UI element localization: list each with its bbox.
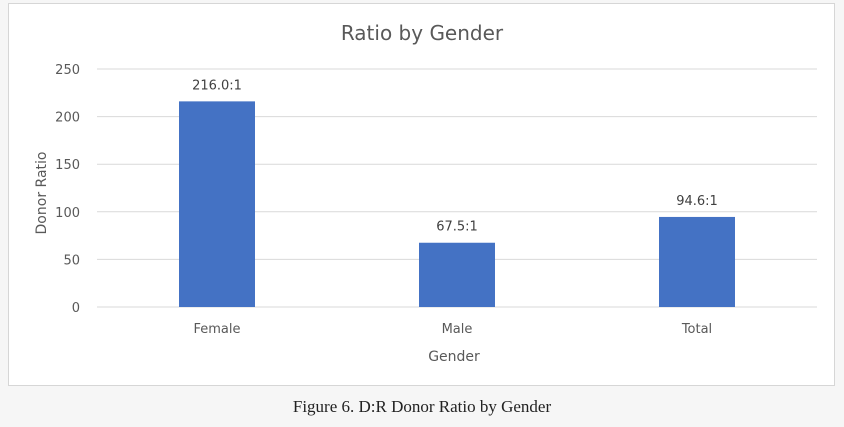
y-axis-ticks: 0 50 100 150 200 250: [55, 63, 80, 316]
y-tick-label: 0: [72, 301, 80, 316]
x-tick-label-male: Male: [442, 322, 473, 337]
data-label-female: 216.0:1: [192, 78, 242, 93]
bar-total: [659, 216, 735, 307]
y-axis-title: Donor Ratio: [34, 152, 50, 235]
chart-frame: Ratio by Gender 0 50 100 150 200 250 216.0:1 6…: [8, 3, 835, 386]
figure-caption: Figure 6. D:R Donor Ratio by Gender: [292, 397, 552, 416]
y-tick-label: 250: [55, 63, 80, 78]
bar-male: [419, 242, 495, 307]
y-tick-label: 50: [63, 253, 80, 268]
y-tick-label: 150: [55, 158, 80, 173]
x-axis-ticks: Female Male Total: [193, 322, 712, 337]
chart-title: Ratio by Gender: [341, 21, 504, 45]
bar-chart: Ratio by Gender 0 50 100 150 200 250 216.0:1 6…: [34, 21, 817, 365]
y-tick-label: 200: [55, 111, 80, 126]
x-tick-label-female: Female: [193, 322, 240, 337]
data-labels: 216.0:1 67.5:1 94.6:1: [192, 78, 718, 234]
data-label-male: 67.5:1: [436, 220, 478, 235]
x-axis-title: Gender: [428, 349, 480, 365]
bars: [179, 101, 735, 307]
bar-female: [179, 101, 255, 307]
y-tick-label: 100: [55, 206, 80, 221]
data-label-total: 94.6:1: [676, 194, 718, 209]
x-tick-label-total: Total: [681, 322, 712, 337]
